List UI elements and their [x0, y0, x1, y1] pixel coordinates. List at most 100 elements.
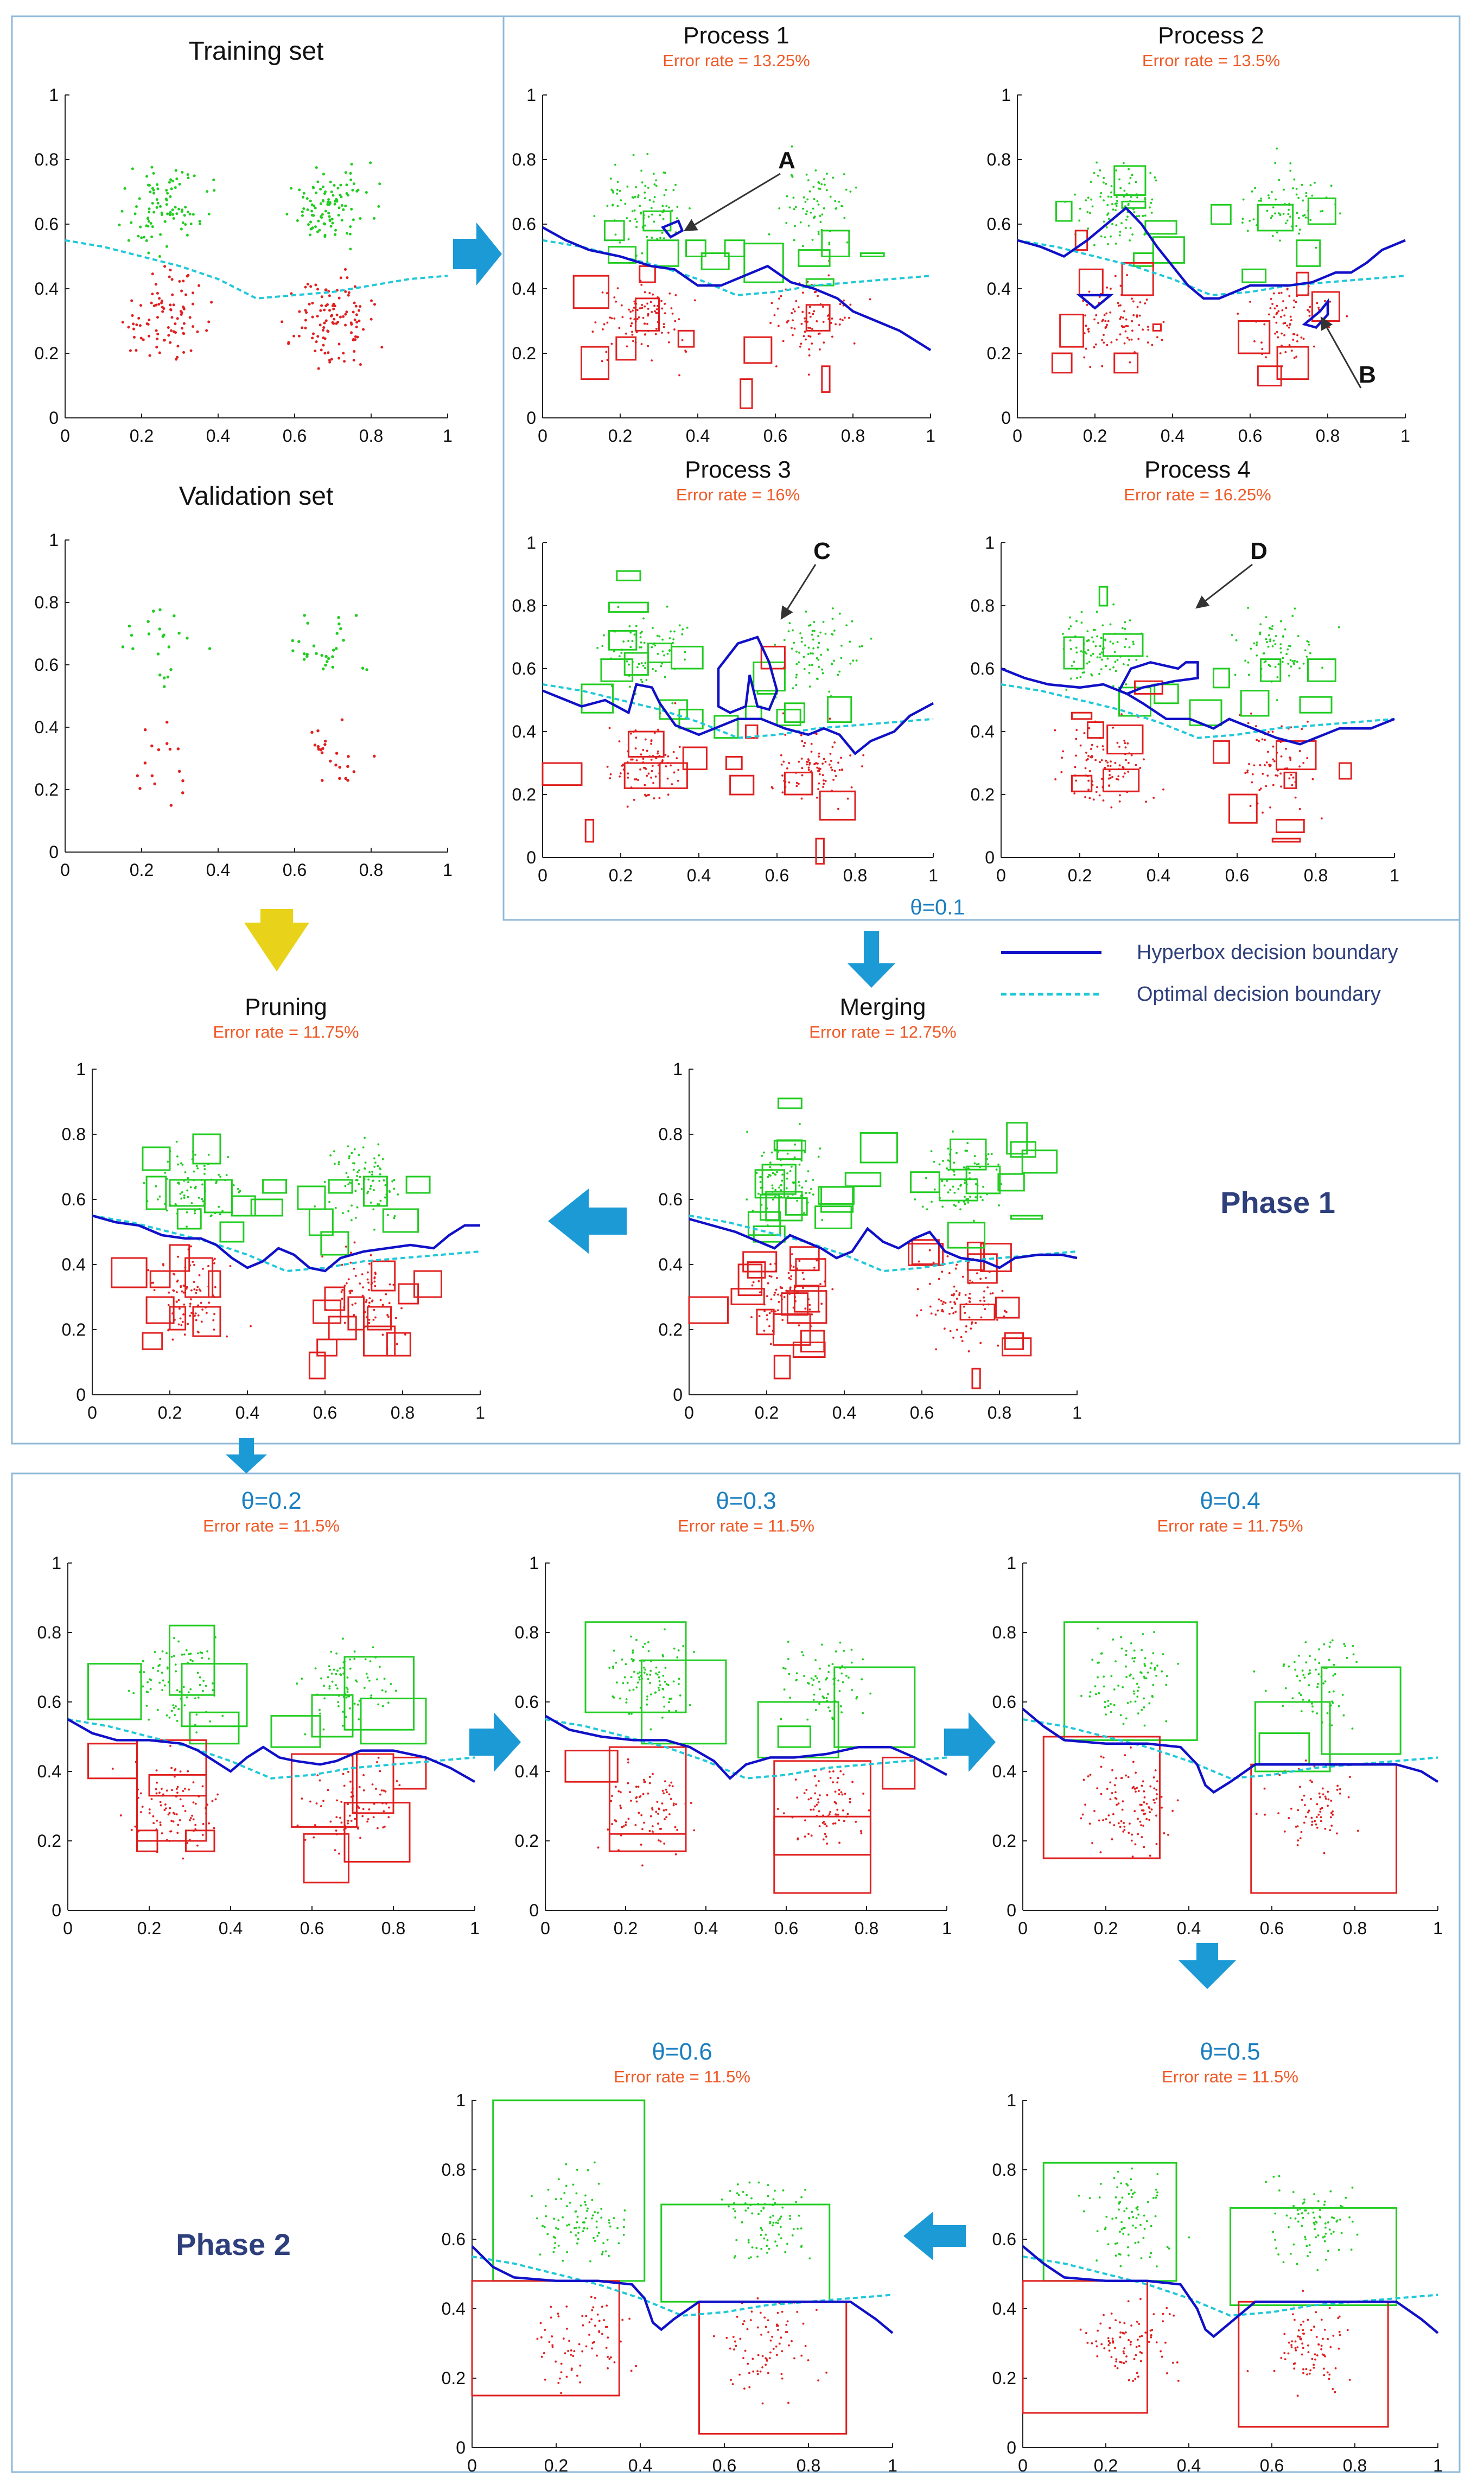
data-point [769, 2216, 772, 2219]
data-point [1119, 1714, 1122, 1717]
data-point [1121, 2196, 1124, 2199]
data-point [1271, 190, 1273, 193]
data-point [1268, 196, 1271, 199]
data-point [1137, 2375, 1139, 2378]
data-point [162, 1264, 165, 1267]
data-point [203, 1168, 206, 1171]
data-point [947, 1159, 950, 1162]
data-point [199, 1676, 201, 1679]
data-point [1286, 219, 1289, 222]
data-point [640, 212, 642, 214]
data-point [1075, 754, 1077, 757]
data-point [1156, 336, 1158, 339]
data-point [314, 1205, 316, 1208]
data-point [639, 205, 641, 207]
data-point [774, 1189, 777, 1191]
data-point [155, 206, 158, 209]
data-point [1289, 315, 1292, 318]
arrow-down-yellow [244, 909, 309, 971]
data-point [644, 1642, 646, 1645]
hyperbox [313, 1299, 342, 1324]
data-point [1304, 649, 1307, 652]
data-point [1135, 658, 1138, 661]
data-point [1285, 2214, 1288, 2217]
data-point [353, 285, 356, 288]
data-point [635, 1638, 638, 1641]
error-rate: Error rate = 11.75% [1157, 1516, 1303, 1535]
data-point [1133, 1692, 1136, 1695]
data-point [331, 304, 334, 307]
data-point [1290, 1807, 1292, 1810]
data-point [591, 2199, 594, 2201]
data-point [838, 1690, 841, 1692]
data-point [1122, 1830, 1125, 1833]
data-point [365, 1672, 368, 1675]
data-point [810, 1187, 812, 1190]
data-point [1275, 634, 1277, 637]
data-point [1302, 338, 1305, 340]
data-point [975, 1322, 977, 1324]
data-point [1103, 2347, 1106, 2349]
hyperbox [1113, 165, 1147, 196]
hyperbox [382, 1208, 419, 1233]
data-point [353, 1162, 355, 1165]
data-point [652, 1773, 654, 1775]
data-point [1125, 1654, 1128, 1656]
data-point [1317, 1813, 1320, 1816]
hyperbox [757, 1701, 839, 1758]
data-point [627, 776, 629, 779]
hyperbox [371, 1260, 396, 1292]
data-point [1092, 798, 1095, 801]
x-tick-label: 1 [470, 1918, 480, 1938]
data-point [1164, 2341, 1167, 2344]
y-tick-label: 0 [76, 1385, 86, 1405]
data-point [158, 297, 161, 300]
data-point [814, 1708, 817, 1711]
data-point [334, 1206, 337, 1209]
data-point [725, 2336, 728, 2339]
data-point [1307, 2318, 1309, 2321]
hyperbox [911, 1239, 940, 1265]
data-point [196, 1844, 199, 1847]
data-point [641, 252, 644, 255]
data-point [384, 1196, 386, 1199]
data-point [158, 351, 161, 354]
data-point [801, 1186, 804, 1189]
data-point [1331, 1639, 1334, 1642]
data-point [818, 1680, 820, 1683]
data-point [285, 213, 289, 216]
data-point [1119, 304, 1122, 307]
data-point [1106, 344, 1109, 346]
data-point [189, 349, 193, 352]
data-point [404, 1333, 406, 1336]
data-point [806, 763, 808, 766]
data-point [693, 299, 696, 302]
data-point [788, 761, 791, 764]
data-point [394, 1689, 397, 1692]
data-point [151, 272, 154, 276]
data-point [817, 635, 819, 638]
data-point [208, 1301, 211, 1304]
data-point [287, 341, 290, 344]
data-point [1100, 1765, 1103, 1768]
data-point [850, 1648, 853, 1651]
data-point [155, 1185, 157, 1187]
data-point [743, 2387, 746, 2390]
data-point [1273, 307, 1276, 310]
data-point [1315, 2336, 1318, 2338]
data-point [172, 1820, 175, 1823]
data-point [803, 1675, 805, 1677]
data-point [189, 1659, 192, 1661]
data-point [145, 224, 148, 227]
data-point [314, 283, 317, 287]
data-point [592, 2306, 595, 2309]
data-point [1267, 194, 1270, 196]
data-point [833, 630, 836, 632]
data-point [585, 2217, 587, 2220]
data-point [650, 739, 653, 741]
data-point [1307, 1811, 1309, 1814]
data-point [655, 327, 658, 330]
data-point [1128, 2339, 1130, 2341]
data-point [842, 1681, 844, 1683]
data-point [638, 1796, 641, 1799]
